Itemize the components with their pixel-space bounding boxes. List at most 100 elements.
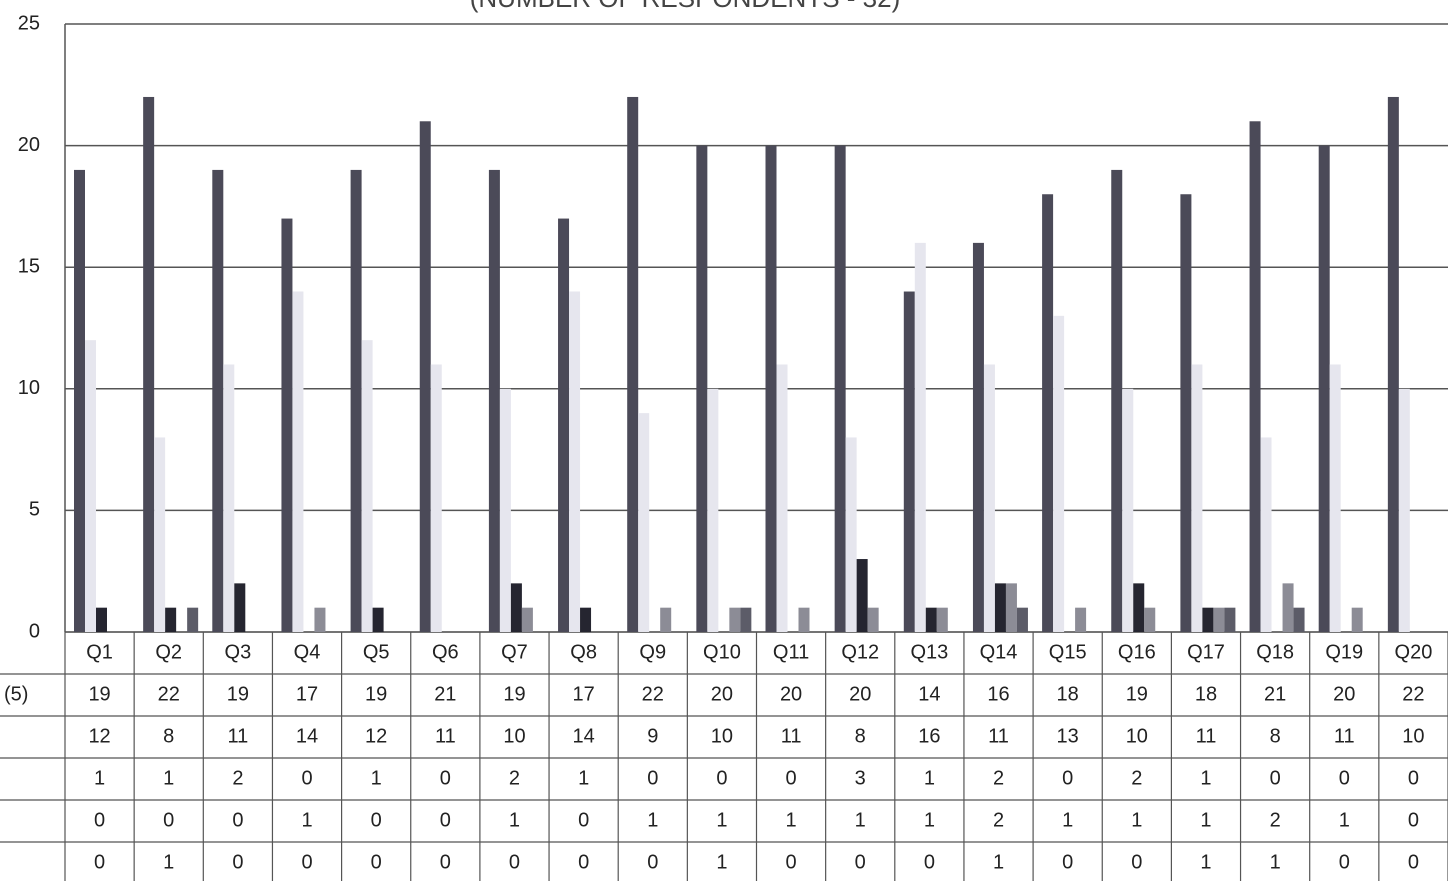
- bar: [1133, 583, 1145, 632]
- table-cell: 1: [1200, 809, 1211, 831]
- table-cell: 1: [1062, 809, 1073, 831]
- bar: [1260, 437, 1272, 632]
- bar: [154, 437, 166, 632]
- x-tick-label: Q13: [910, 641, 948, 663]
- table-cell: 12: [365, 725, 387, 747]
- row-label: (5): [4, 683, 28, 705]
- bar: [74, 169, 85, 633]
- table-cell: 0: [1408, 851, 1419, 873]
- bar: [1180, 194, 1192, 633]
- table-cell: 12: [88, 725, 110, 747]
- x-tick-label: Q1: [86, 641, 113, 663]
- x-tick-label: Q15: [1049, 641, 1087, 663]
- table-cell: 11: [988, 725, 1009, 747]
- table-cell: 0: [647, 851, 658, 873]
- x-tick-label: Q20: [1395, 641, 1433, 663]
- table-cell: 0: [786, 767, 797, 789]
- table-cell: 0: [578, 809, 589, 831]
- bar: [845, 437, 857, 632]
- table-cell: 14: [573, 725, 595, 747]
- bar: [212, 169, 224, 633]
- table-cell: 14: [296, 725, 318, 747]
- table-cell: 0: [1339, 767, 1350, 789]
- x-tick-label: Q5: [363, 641, 390, 663]
- table-cell: 1: [993, 851, 1004, 873]
- table-cell: 0: [440, 809, 451, 831]
- table-cell: 14: [918, 683, 940, 705]
- table-cell: 0: [1408, 809, 1419, 831]
- table-cell: 2: [232, 767, 243, 789]
- bar: [834, 145, 846, 632]
- table-cell: 0: [509, 851, 520, 873]
- table-cell: 17: [573, 683, 595, 705]
- table-cell: 19: [365, 683, 387, 705]
- bar: [187, 607, 199, 632]
- table-cell: 0: [301, 851, 312, 873]
- bar: [914, 242, 926, 632]
- bar: [281, 218, 293, 632]
- table-cell: 2: [1131, 767, 1142, 789]
- table-cell: 16: [987, 683, 1009, 705]
- bar: [765, 145, 777, 632]
- table-cell: 18: [1195, 683, 1217, 705]
- bar: [1351, 607, 1363, 632]
- table-cell: 19: [503, 683, 525, 705]
- table-cell: 0: [1131, 851, 1142, 873]
- bar: [1122, 388, 1134, 632]
- table-cell: 0: [578, 851, 589, 873]
- bar: [983, 364, 995, 632]
- bar: [867, 607, 879, 632]
- table-cell: 1: [94, 767, 105, 789]
- table-cell: 1: [371, 767, 382, 789]
- bar: [372, 607, 384, 632]
- bar: [96, 607, 107, 632]
- table-cell: 0: [301, 767, 312, 789]
- table-cell: 19: [227, 683, 249, 705]
- y-tick-label: 5: [29, 499, 40, 521]
- table-cell: 20: [1333, 683, 1355, 705]
- table-cell: 0: [371, 851, 382, 873]
- bar: [1398, 388, 1410, 632]
- bar: [1318, 145, 1330, 632]
- bar: [499, 388, 511, 632]
- bar: [510, 583, 522, 632]
- table-cell: 10: [1402, 725, 1424, 747]
- table-cell: 0: [232, 809, 243, 831]
- table-cell: 0: [94, 851, 105, 873]
- table-cell: 18: [1057, 683, 1079, 705]
- table-cell: 0: [94, 809, 105, 831]
- table-cell: 20: [849, 683, 871, 705]
- table-cell: 1: [1131, 809, 1142, 831]
- table-cell: 2: [993, 809, 1004, 831]
- table-cell: 0: [440, 851, 451, 873]
- table-cell: 1: [1200, 767, 1211, 789]
- table-cell: 1: [578, 767, 589, 789]
- x-tick-label: Q14: [980, 641, 1018, 663]
- table-cell: 1: [1270, 851, 1281, 873]
- table-cell: 21: [1264, 683, 1286, 705]
- table-cell: 0: [440, 767, 451, 789]
- table-cell: 0: [924, 851, 935, 873]
- table-cell: 11: [435, 725, 456, 747]
- table-cell: 1: [924, 809, 935, 831]
- bar: [234, 583, 246, 632]
- table-cell: 11: [1196, 725, 1217, 747]
- table-cell: 22: [642, 683, 664, 705]
- x-tick-label: Q12: [841, 641, 879, 663]
- table-cell: 1: [1200, 851, 1211, 873]
- bar: [1053, 315, 1065, 632]
- table-cell: 9: [647, 725, 658, 747]
- x-tick-label: Q16: [1118, 641, 1156, 663]
- x-tick-label: Q17: [1187, 641, 1225, 663]
- y-tick-label: 10: [18, 377, 40, 399]
- bar: [361, 340, 373, 632]
- bar: [1005, 583, 1017, 632]
- table-cell: 3: [855, 767, 866, 789]
- y-tick-label: 25: [18, 12, 40, 34]
- table-cell: 22: [158, 683, 180, 705]
- table-cell: 2: [993, 767, 1004, 789]
- bar: [1293, 607, 1305, 632]
- bar: [740, 607, 752, 632]
- table-cell: 20: [780, 683, 802, 705]
- table-cell: 1: [924, 767, 935, 789]
